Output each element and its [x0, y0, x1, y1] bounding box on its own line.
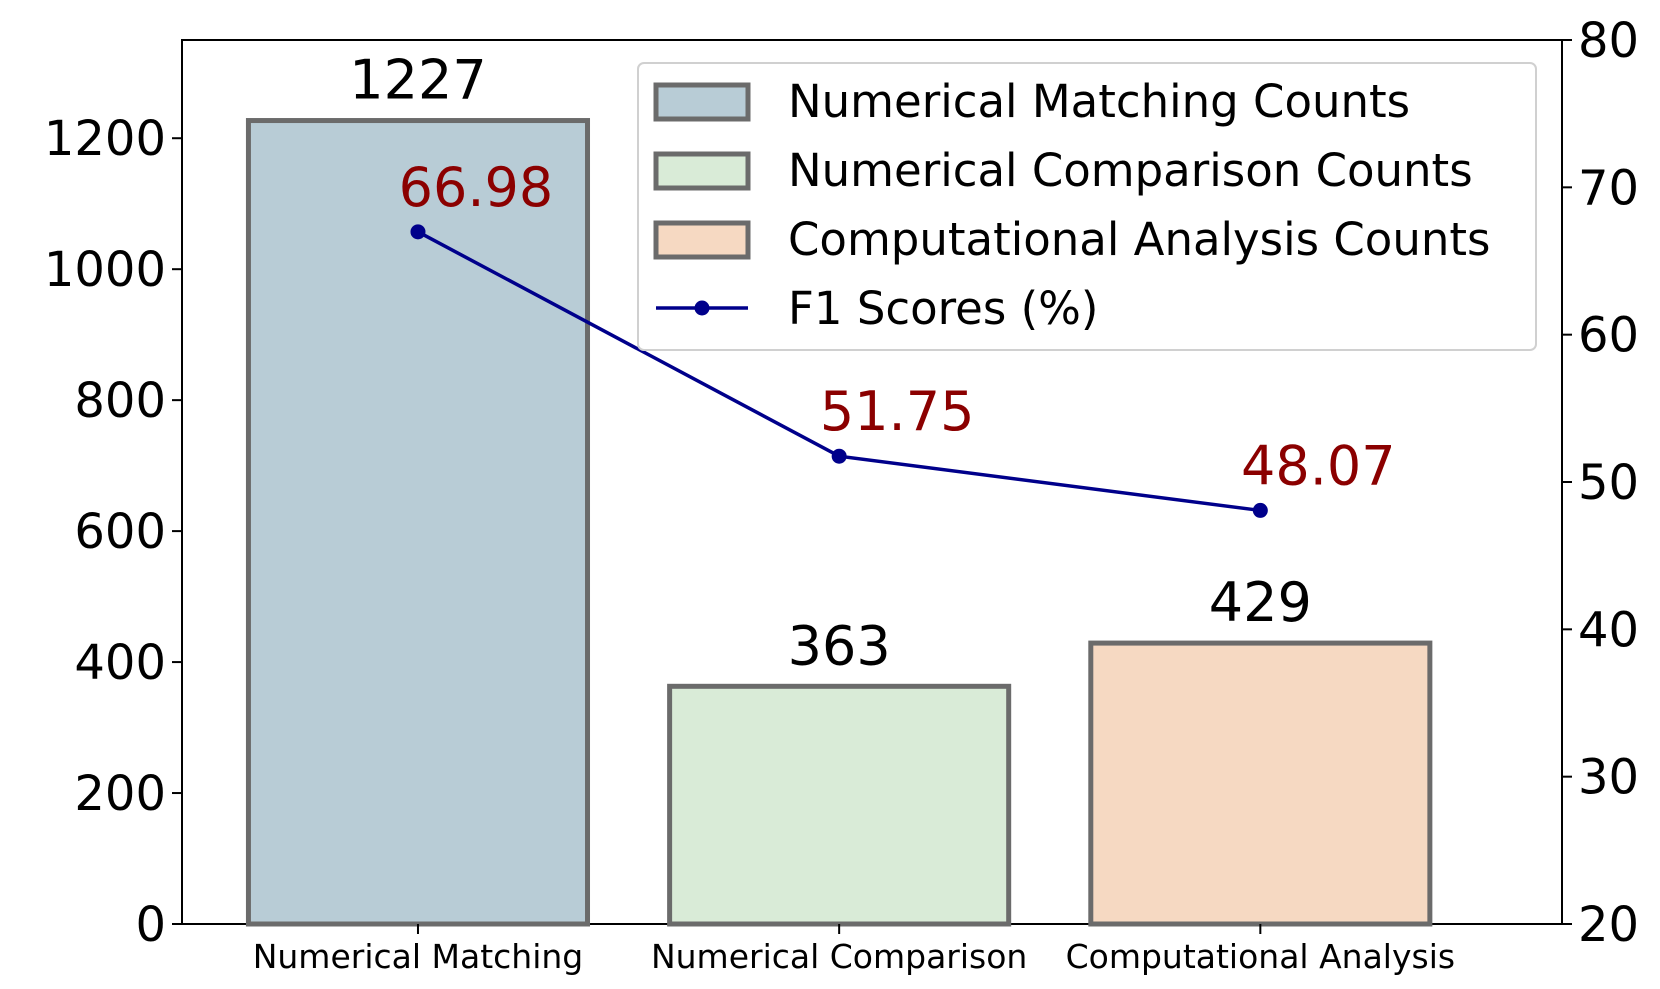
- y2-axis-tick-label: 70: [1578, 160, 1639, 216]
- legend-label: Computational Analysis Counts: [788, 213, 1490, 266]
- y-axis-tick-label: 800: [74, 373, 166, 429]
- legend-box: [637, 62, 1537, 351]
- f1-score-point: [1252, 502, 1268, 518]
- bar-value-label: 363: [788, 614, 891, 677]
- f1-score-label: 51.75: [820, 380, 975, 443]
- y2-axis-tick-label: 20: [1578, 897, 1639, 953]
- y-axis-tick-label: 1200: [44, 111, 166, 167]
- x-axis-tick-label: Computational Analysis: [1066, 937, 1455, 976]
- legend-swatch: [653, 151, 751, 191]
- y2-axis-tick-label: 40: [1578, 602, 1639, 658]
- y-axis-tick-label: 200: [74, 766, 166, 822]
- f1-score-label: 48.07: [1241, 434, 1396, 497]
- y2-axis-tick-label: 80: [1578, 13, 1639, 69]
- bar-value-label: 1227: [349, 49, 486, 112]
- legend-swatch: [653, 220, 751, 260]
- y-axis-tick-label: 400: [74, 635, 166, 691]
- f1-score-point: [831, 448, 847, 464]
- bar-value-label: 429: [1209, 571, 1312, 634]
- legend-label: Numerical Matching Counts: [788, 75, 1410, 128]
- legend-line-marker: [694, 300, 710, 316]
- bar-computational-analysis: [1088, 640, 1433, 927]
- legend-swatch: [653, 82, 751, 122]
- bar-numerical-matching: [245, 118, 591, 927]
- y2-axis-tick-label: 50: [1578, 455, 1639, 511]
- f1-score-point: [410, 224, 426, 240]
- legend-label: Numerical Comparison Counts: [788, 144, 1473, 197]
- bar-numerical-comparison: [667, 683, 1012, 927]
- y2-axis-tick-label: 30: [1578, 750, 1639, 806]
- y-axis-tick-label: 0: [135, 897, 166, 953]
- legend-label: F1 Scores (%): [788, 282, 1098, 335]
- x-axis-tick-label: Numerical Comparison: [651, 937, 1027, 976]
- y-axis-tick-label: 1000: [44, 242, 166, 298]
- y2-axis-tick-label: 60: [1578, 308, 1639, 364]
- x-axis-tick-label: Numerical Matching: [253, 937, 584, 976]
- f1-score-label: 66.98: [399, 156, 554, 219]
- y-axis-tick-label: 600: [74, 504, 166, 560]
